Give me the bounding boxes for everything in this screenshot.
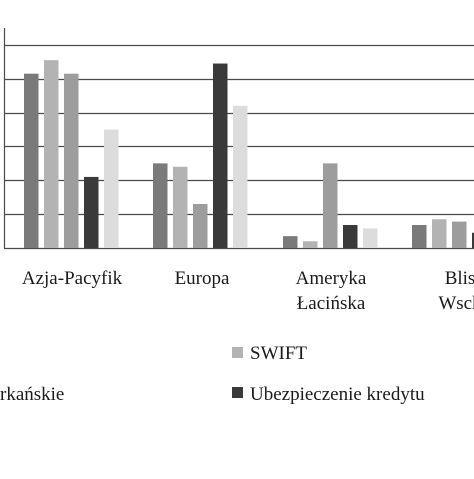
category-label-2-1: Europa bbox=[175, 268, 230, 289]
bars bbox=[24, 60, 474, 249]
category-label-3-2: Łacińska bbox=[297, 293, 366, 314]
legend-swatch-swift bbox=[232, 347, 243, 358]
category-labels: Azja-Pacyfik Europa Ameryka Łacińska Blis Wsc… bbox=[22, 268, 474, 314]
bar-s5-c2 bbox=[233, 105, 248, 248]
bar-s4-c1 bbox=[84, 176, 99, 248]
category-label-1-1: Azja-Pacyfik bbox=[22, 268, 123, 289]
bar-s2-c4 bbox=[432, 219, 447, 248]
category-label-4-2: Wsch bbox=[438, 293, 474, 314]
bar-s4-c4 bbox=[472, 232, 474, 248]
bar-s1-c4 bbox=[412, 224, 427, 248]
bar-s1-c1 bbox=[24, 73, 39, 248]
bar-s4-c3 bbox=[343, 224, 358, 248]
legend-label-swift: SWIFT bbox=[250, 343, 307, 364]
legend: SWIFT rkańskie Ubezpieczenie kredytu bbox=[0, 343, 425, 405]
legend-swatch-credit-insurance bbox=[232, 387, 243, 398]
bar-s5-c3 bbox=[363, 228, 378, 248]
legend-label-partial: rkańskie bbox=[0, 384, 64, 405]
bar-s2-c2 bbox=[173, 166, 188, 248]
bar-s1-c2 bbox=[153, 163, 168, 248]
bar-s3-c2 bbox=[193, 204, 208, 248]
bar-s3-c4 bbox=[452, 221, 467, 248]
legend-label-credit-insurance: Ubezpieczenie kredytu bbox=[250, 384, 425, 405]
bar-s4-c2 bbox=[213, 63, 228, 249]
bar-s3-c3 bbox=[323, 163, 338, 248]
bar-s5-c1 bbox=[104, 129, 119, 248]
bar-s2-c1 bbox=[44, 60, 59, 249]
category-label-4-1: Blis bbox=[445, 268, 474, 289]
bar-s2-c3 bbox=[303, 241, 318, 248]
bar-s1-c3 bbox=[283, 236, 298, 248]
category-label-3-1: Ameryka bbox=[296, 268, 367, 289]
bar-s3-c1 bbox=[64, 73, 79, 248]
